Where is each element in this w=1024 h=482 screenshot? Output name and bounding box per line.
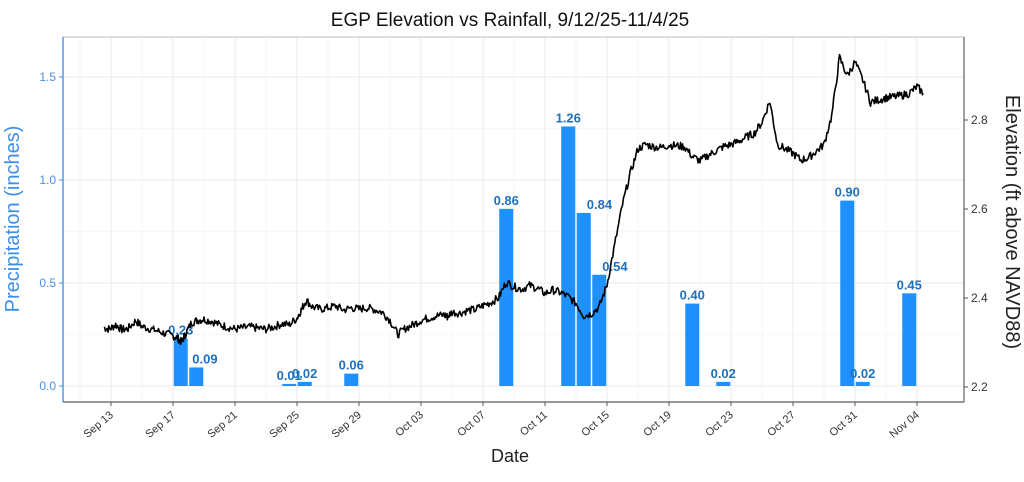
precip-bar: [282, 383, 297, 386]
precip-bar-label: 0.84: [587, 197, 613, 212]
x-tick-label: Oct 03: [393, 409, 426, 439]
right-axis-title: Elevation (ft above NAVD88): [1001, 95, 1023, 349]
precip-bar: [840, 200, 855, 386]
x-tick-label: Oct 31: [827, 409, 860, 439]
x-tick-label: Oct 15: [579, 409, 612, 439]
precip-bar-label: 0.45: [897, 277, 922, 292]
precip-bar-label: 0.01: [277, 368, 302, 383]
precip-bar: [499, 208, 514, 386]
precip-bar: [344, 373, 359, 386]
precip-bar-label: 0.09: [192, 351, 217, 366]
left-tick-label: 0.0: [39, 379, 56, 393]
x-tick-label: Oct 19: [641, 409, 674, 439]
precip-bar-label: 0.02: [850, 366, 875, 381]
precip-bars: [173, 126, 917, 386]
grid-minor: [63, 37, 964, 402]
precip-bar-label: 0.40: [680, 288, 705, 303]
left-axis-title: Precipitation (inches): [2, 126, 24, 313]
right-tick-label: 2.8: [971, 113, 988, 127]
precip-bar: [716, 381, 731, 386]
right-tick-label: 2.4: [971, 291, 988, 305]
precip-bar: [561, 126, 576, 386]
precip-bar: [576, 212, 591, 386]
precip-bar-label: 0.54: [602, 259, 628, 274]
precip-bar-label: 0.86: [494, 193, 519, 208]
x-tick-label: Oct 07: [455, 409, 488, 439]
precip-bar-label: 1.26: [556, 110, 581, 125]
left-tick-label: 0.5: [39, 276, 56, 290]
x-tick-label: Sep 29: [329, 409, 363, 441]
precip-bar: [173, 338, 188, 386]
precip-bar-label: 0.02: [292, 366, 317, 381]
plot-panel-border: [62, 36, 965, 403]
chart-title: EGP Elevation vs Rainfall, 9/12/25-11/4/…: [331, 10, 689, 31]
x-tick-label: Sep 17: [143, 409, 177, 441]
x-tick-label: Sep 21: [205, 409, 239, 441]
precip-bar: [902, 293, 917, 386]
left-tick-label: 1.0: [39, 173, 56, 187]
left-tick-label: 1.5: [39, 70, 56, 84]
right-axis-ticks: 2.2 2.4 2.6 2.8: [964, 113, 988, 394]
precip-bar: [855, 381, 870, 386]
x-axis-ticks: Sep 13 Sep 17 Sep 21 Sep 25 Sep 29 Oct 03 Oct …: [81, 402, 922, 441]
precip-bar: [297, 381, 312, 386]
left-axis-ticks: 0.0 0.5 1.0 1.5: [39, 70, 63, 393]
grid-major: [63, 37, 964, 402]
precip-bar-label: 0.90: [835, 185, 860, 200]
elevation-line: [103, 53, 924, 346]
precip-bar: [189, 367, 204, 386]
right-tick-label: 2.2: [971, 380, 988, 394]
precip-bar: [592, 274, 607, 386]
x-tick-label: Oct 11: [518, 409, 550, 439]
x-tick-label: Sep 13: [81, 409, 115, 441]
precip-bar-label: 0.02: [711, 366, 736, 381]
x-tick-label: Oct 27: [765, 409, 798, 439]
right-tick-label: 2.6: [971, 202, 988, 216]
x-tick-label: Oct 23: [703, 409, 736, 439]
precip-bar: [685, 303, 700, 386]
x-tick-label: Sep 25: [267, 409, 301, 441]
x-tick-label: Nov 04: [888, 409, 922, 441]
precip-bar-label: 0.06: [339, 358, 364, 373]
x-axis-title: Date: [491, 446, 529, 466]
precip-bar-labels: 0.230.090.010.020.060.861.260.840.540.40…: [168, 110, 922, 383]
